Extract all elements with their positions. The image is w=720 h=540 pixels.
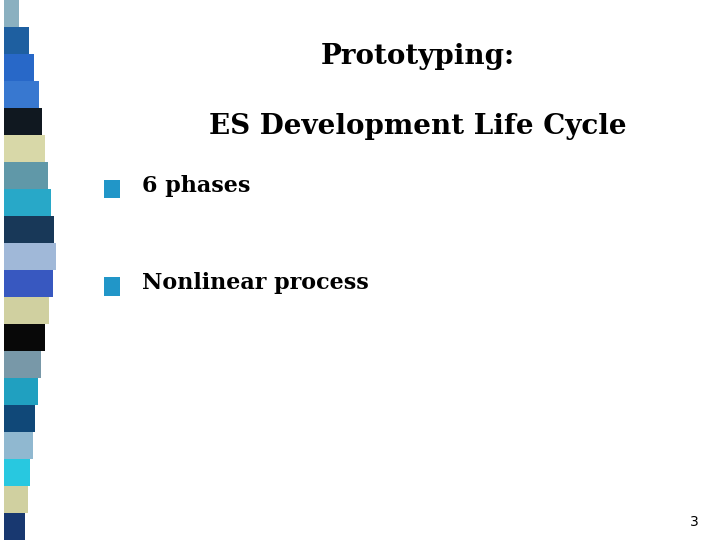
Bar bbox=[4, 81, 39, 108]
Bar bbox=[4, 135, 45, 162]
Text: Nonlinear process: Nonlinear process bbox=[142, 273, 369, 294]
Text: ES Development Life Cycle: ES Development Life Cycle bbox=[209, 113, 626, 140]
Bar bbox=[4, 513, 25, 540]
Text: 3: 3 bbox=[690, 515, 698, 529]
Bar bbox=[104, 277, 120, 296]
Bar bbox=[4, 162, 48, 189]
Bar bbox=[4, 351, 42, 378]
Bar bbox=[104, 179, 120, 198]
Bar bbox=[4, 270, 53, 297]
Bar bbox=[4, 297, 49, 324]
Text: Prototyping:: Prototyping: bbox=[320, 43, 515, 70]
Bar bbox=[4, 405, 35, 432]
Bar bbox=[4, 27, 30, 54]
Bar bbox=[4, 486, 27, 513]
Bar bbox=[4, 243, 56, 270]
Bar bbox=[4, 108, 42, 135]
Bar bbox=[4, 189, 51, 216]
Bar bbox=[4, 459, 30, 486]
Bar bbox=[4, 378, 38, 405]
Bar bbox=[4, 324, 45, 351]
Text: 6 phases: 6 phases bbox=[142, 176, 251, 197]
Bar bbox=[4, 0, 19, 27]
Bar bbox=[4, 216, 54, 243]
Bar bbox=[4, 432, 32, 459]
Bar bbox=[4, 54, 35, 81]
